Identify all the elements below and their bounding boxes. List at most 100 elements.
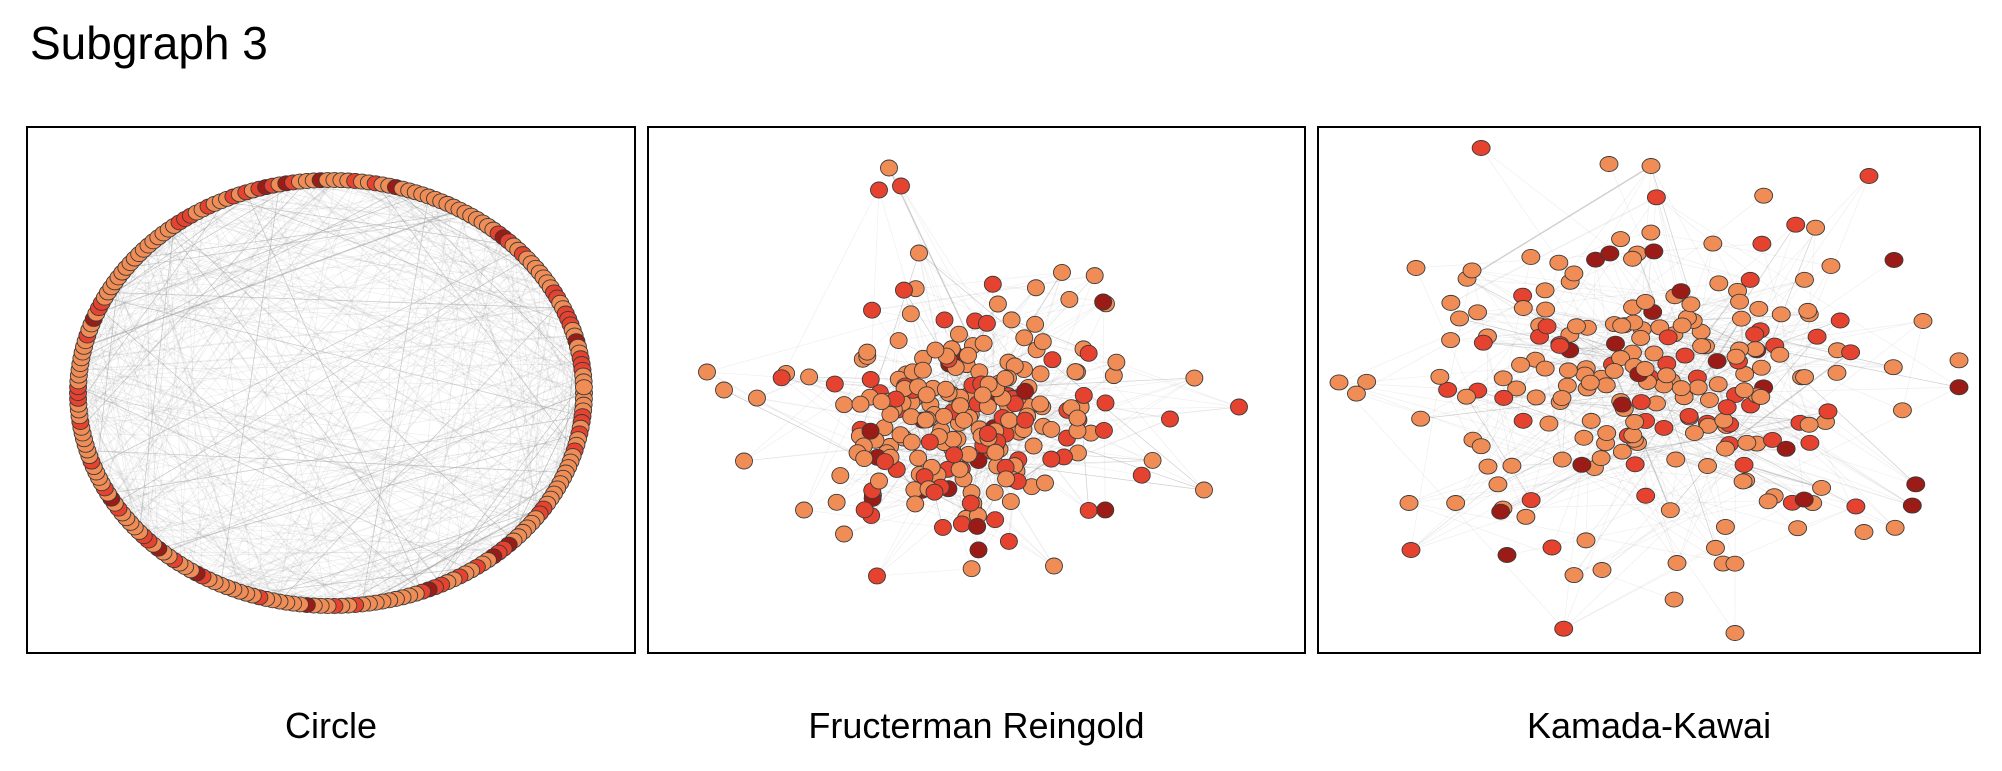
kk-node <box>1859 168 1879 184</box>
kk-edge <box>1502 499 1805 509</box>
fr-edge <box>991 377 1195 452</box>
fr-node <box>986 511 1005 529</box>
circle-edge <box>259 185 274 598</box>
kk-edge <box>1656 394 1736 404</box>
circle-edge <box>279 196 429 602</box>
fr-edge <box>972 323 988 510</box>
circle-edge <box>179 563 448 583</box>
circle-edge <box>95 277 119 473</box>
kk-node <box>1707 353 1727 370</box>
kk-edge <box>1410 376 1441 551</box>
circle-edge <box>129 203 448 524</box>
kk-edge <box>1483 342 1621 359</box>
fruchterman-reingold-layout-panel <box>647 126 1306 654</box>
circle-edge <box>214 369 583 583</box>
kk-node <box>1471 438 1491 455</box>
kk-edge <box>1656 197 1960 388</box>
kk-node <box>1399 495 1419 511</box>
kk-edge <box>1477 311 1625 326</box>
circle-edge <box>77 392 558 489</box>
kk-node <box>1798 302 1818 319</box>
kk-node <box>1596 377 1616 394</box>
fr-node <box>954 411 973 429</box>
circle-edge <box>114 503 499 553</box>
kk-node <box>1737 434 1757 451</box>
kk-node <box>1740 271 1760 288</box>
kk-edge <box>1455 463 1636 504</box>
circle-edge <box>279 184 335 607</box>
circle-edge <box>83 179 321 348</box>
circle-edge <box>341 477 564 607</box>
circle-edge <box>246 192 528 528</box>
circle-edge <box>415 203 448 594</box>
fr-edge <box>843 430 1105 535</box>
circle-edge <box>259 508 544 598</box>
circle-edge <box>313 180 569 468</box>
circle-edge <box>118 258 528 278</box>
circle-edge <box>354 375 584 606</box>
circle-edge <box>82 186 397 353</box>
circle-edge <box>81 357 519 537</box>
fr-node <box>835 396 854 414</box>
fr-node <box>950 325 968 343</box>
fr-node <box>913 361 932 379</box>
circle-edge <box>98 477 228 588</box>
kk-edge <box>1729 443 1896 529</box>
circle-edge <box>421 194 585 388</box>
circle-edge <box>110 180 356 500</box>
kk-node <box>1749 300 1769 317</box>
fr-node <box>969 541 988 559</box>
circle-edge <box>130 522 460 577</box>
circle-layout-graph <box>69 172 593 614</box>
circle-edge <box>272 188 403 601</box>
circle-edge <box>80 363 544 509</box>
fr-node <box>1033 333 1052 351</box>
circle-edge <box>465 292 555 574</box>
kk-edge <box>1743 464 1822 489</box>
circle-edge <box>126 241 509 519</box>
kk-node <box>1698 458 1717 474</box>
fr-node <box>974 334 993 352</box>
circle-edge <box>80 184 280 423</box>
circle-edge <box>81 180 308 428</box>
circle-edge <box>279 455 573 602</box>
kk-edge <box>1338 382 1726 528</box>
kk-edge <box>1600 457 1646 497</box>
kk-node <box>1846 498 1866 515</box>
circle-edge <box>190 187 267 571</box>
circle-edge <box>93 183 287 468</box>
circle-edge <box>306 180 584 377</box>
circle-edge <box>508 245 514 545</box>
circle-edge <box>168 229 442 585</box>
kk-edge <box>1605 443 1736 634</box>
kk-node <box>1788 520 1808 537</box>
fr-node <box>835 525 853 543</box>
kk-node <box>1664 591 1684 608</box>
fr-edge <box>706 272 1063 373</box>
circle-edge <box>77 386 532 524</box>
kk-node <box>1770 346 1790 363</box>
circle-edge <box>83 184 280 440</box>
circle-edge <box>81 307 564 359</box>
kk-node <box>1599 156 1619 172</box>
circle-edge <box>375 267 536 603</box>
circle-edge <box>93 198 436 468</box>
kk-node <box>1507 380 1527 397</box>
circle-nodes <box>69 172 593 614</box>
circle-edge <box>233 517 536 590</box>
fr-edge <box>903 272 1063 291</box>
kk-node <box>1600 245 1620 262</box>
circle-edge <box>101 302 241 592</box>
kk-edge <box>1620 238 1751 281</box>
circle-edge <box>104 218 186 489</box>
circle-edge <box>265 186 558 298</box>
circle-edge <box>220 201 540 514</box>
circle-edge <box>87 450 561 484</box>
fr-node <box>1132 466 1151 484</box>
circle-edge <box>139 253 584 376</box>
circle-edge <box>447 433 580 583</box>
fr-edge <box>840 475 967 519</box>
fr-node <box>1185 369 1204 387</box>
circle-edge <box>163 392 585 553</box>
kk-edge <box>1545 309 1613 365</box>
